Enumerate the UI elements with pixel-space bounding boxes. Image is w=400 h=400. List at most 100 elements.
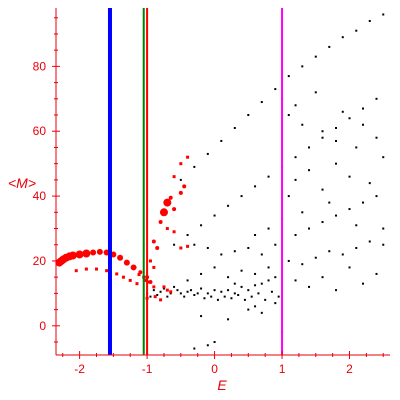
data-point xyxy=(159,290,162,293)
data-point xyxy=(156,294,159,297)
data-point xyxy=(254,185,257,188)
data-point xyxy=(128,278,132,282)
data-point xyxy=(382,227,385,230)
data-point xyxy=(155,245,160,250)
data-point xyxy=(314,91,317,94)
x-tick-label: -1 xyxy=(142,362,153,376)
data-point xyxy=(274,88,277,91)
data-point xyxy=(216,298,219,301)
data-point xyxy=(179,246,183,250)
y-tick-label: 40 xyxy=(33,189,47,203)
data-point xyxy=(96,248,103,255)
data-point xyxy=(348,266,351,269)
data-point xyxy=(355,224,358,227)
data-point xyxy=(348,175,351,178)
data-point xyxy=(243,298,246,301)
data-point xyxy=(264,298,267,301)
data-point xyxy=(230,297,233,300)
data-point xyxy=(233,292,236,295)
data-point xyxy=(179,178,182,181)
data-point xyxy=(169,292,172,295)
data-point xyxy=(294,279,297,282)
data-point xyxy=(213,266,216,269)
data-point xyxy=(200,287,203,290)
data-point xyxy=(206,344,209,347)
data-point xyxy=(162,285,166,289)
data-point xyxy=(206,246,209,249)
data-point xyxy=(176,289,179,292)
data-point xyxy=(274,243,277,246)
data-point xyxy=(362,123,365,126)
data-point xyxy=(341,110,344,113)
data-point xyxy=(260,101,263,104)
data-point xyxy=(362,201,365,204)
data-point xyxy=(321,130,324,133)
data-point xyxy=(308,146,311,149)
data-point xyxy=(169,290,173,294)
data-point xyxy=(240,285,243,288)
data-point xyxy=(233,250,236,253)
axes: 0 20 40 60 80 -2 -1 0 1 2 xyxy=(33,8,390,376)
data-point xyxy=(130,264,137,271)
y-tick-label: 20 xyxy=(33,254,47,268)
data-point xyxy=(227,204,230,207)
data-point xyxy=(328,45,331,48)
data-point xyxy=(270,290,273,293)
data-point xyxy=(287,259,290,262)
data-point xyxy=(186,244,190,248)
data-point xyxy=(220,139,223,142)
data-point xyxy=(149,295,152,298)
data-point xyxy=(321,276,324,279)
data-point xyxy=(82,249,91,258)
data-point xyxy=(213,341,216,344)
data-point xyxy=(294,234,297,237)
data-point xyxy=(348,117,351,120)
data-point xyxy=(287,114,290,117)
data-point xyxy=(274,302,277,305)
data-point xyxy=(355,146,358,149)
data-point xyxy=(260,282,263,285)
data-point xyxy=(301,65,304,68)
data-point xyxy=(254,272,257,275)
data-point xyxy=(233,126,236,129)
data-point xyxy=(193,165,196,168)
data-point xyxy=(193,243,196,246)
data-point xyxy=(144,278,148,282)
data-point xyxy=(328,250,331,253)
data-point xyxy=(335,126,338,129)
data-point xyxy=(152,289,155,292)
data-point xyxy=(314,256,317,259)
data-point xyxy=(301,123,304,126)
data-point xyxy=(178,190,183,195)
data-point xyxy=(267,175,270,178)
y-axis-label: <M> xyxy=(8,175,36,191)
data-point xyxy=(247,289,250,292)
data-point xyxy=(168,195,173,200)
data-point xyxy=(117,254,124,261)
data-point xyxy=(375,136,378,139)
data-point xyxy=(233,282,236,285)
data-point xyxy=(186,290,189,293)
data-point xyxy=(146,280,150,284)
data-point xyxy=(206,292,209,295)
data-point xyxy=(203,297,206,300)
x-tick-label: -2 xyxy=(74,362,85,376)
data-point xyxy=(274,276,277,279)
data-point xyxy=(172,207,177,212)
data-point xyxy=(152,265,156,269)
data-point xyxy=(308,169,311,172)
data-point xyxy=(267,266,270,269)
data-point xyxy=(94,267,98,271)
data-point xyxy=(186,155,190,159)
data-point xyxy=(206,152,209,155)
data-point xyxy=(193,347,196,350)
data-point xyxy=(341,36,344,39)
data-point xyxy=(335,162,338,165)
data-point xyxy=(335,139,338,142)
data-point xyxy=(328,201,331,204)
data-point xyxy=(75,250,84,259)
x-tick-label: 0 xyxy=(211,362,218,376)
data-point xyxy=(247,308,250,311)
data-point xyxy=(294,178,297,181)
